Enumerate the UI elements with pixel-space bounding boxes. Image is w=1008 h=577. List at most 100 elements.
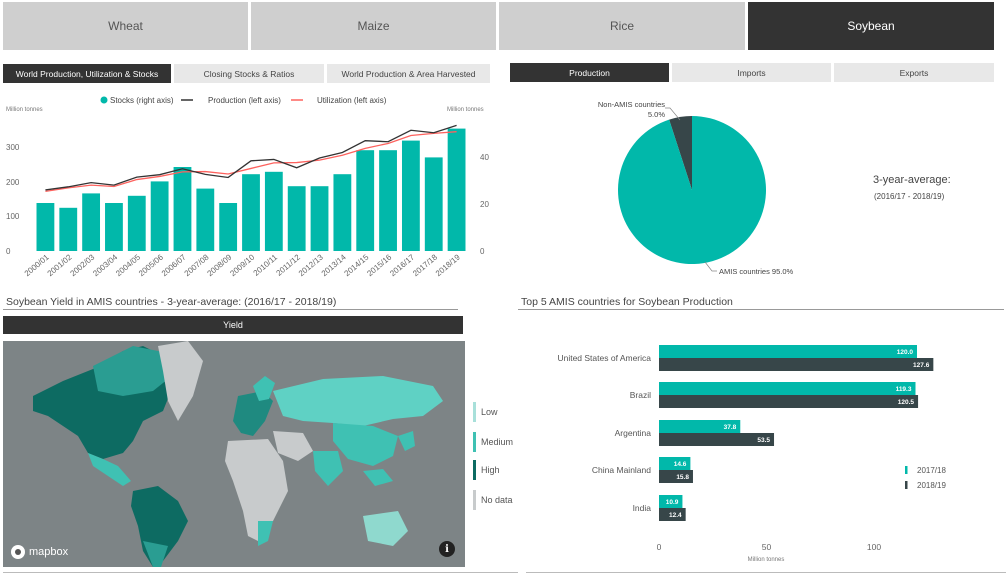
- stocks-bar-2012/13: [310, 186, 329, 251]
- combo-marks: 2000/012001/022002/032003/042004/052005/…: [23, 124, 466, 278]
- bar-value-2017-18-3: 14.6: [674, 461, 687, 468]
- left-tick-200: 200: [6, 178, 20, 187]
- tab-rice[interactable]: Rice: [499, 2, 745, 50]
- tab-imports[interactable]: Imports: [672, 63, 831, 82]
- info-icon[interactable]: i: [439, 541, 455, 557]
- bar-2018-19-4: [659, 508, 686, 521]
- pie-slice-amis-countries: [618, 116, 767, 264]
- bottom-rule-left: [3, 572, 518, 573]
- left-tick-300: 300: [6, 143, 20, 152]
- region-europe: [233, 391, 273, 436]
- map-legend-high: High: [473, 460, 500, 480]
- legend-stocks-marker: [100, 96, 108, 104]
- tab-world-production-area-harvested[interactable]: World Production & Area Harvested: [327, 64, 490, 83]
- top5-title-rule: [518, 309, 1004, 310]
- stocks-bar-2018/19: [447, 128, 466, 251]
- bar-value-2017-18-1: 119.3: [896, 386, 912, 393]
- top5-x-tick-100: 100: [867, 542, 881, 552]
- stocks-bar-2013/14: [333, 174, 352, 251]
- stocks-bar-2014/15: [356, 150, 375, 251]
- bar-2018-19-3: [659, 470, 693, 483]
- pie-leader-amis: [704, 261, 717, 272]
- bar-2018-19-0: [659, 358, 934, 371]
- yield-section-title: Soybean Yield in AMIS countries - 3-year…: [6, 296, 337, 308]
- top5-x-tick-0: 0: [657, 542, 662, 552]
- legend-swatch-medium: [473, 432, 476, 452]
- region-scandinavia: [253, 376, 275, 401]
- stocks-bar-2010/11: [264, 171, 283, 251]
- tab-exports[interactable]: Exports: [834, 63, 994, 82]
- stocks-bar-2004/05: [127, 195, 146, 251]
- region-argentina: [143, 541, 168, 567]
- stocks-bar-2015/16: [379, 150, 397, 251]
- x-tick-2018/19: 2018/19: [434, 252, 462, 278]
- legend-swatch-high: [473, 460, 476, 480]
- bar-value-2018-19-0: 127.6: [913, 362, 930, 369]
- pie-label-non-amis: Non-AMIS countries: [598, 100, 665, 109]
- pie-leader-non-amis: [665, 107, 681, 121]
- stocks-bar-2016/17: [401, 140, 420, 251]
- pie-side-subtitle: (2016/17 - 2018/19): [874, 192, 945, 201]
- legend-swatch-no-data: [473, 490, 476, 510]
- tab-production[interactable]: Production: [510, 63, 669, 82]
- region-japan-korea: [398, 431, 415, 451]
- bar-2017-18-3: [659, 457, 691, 470]
- region-russia: [273, 376, 443, 426]
- map-legend-no-data: No data: [473, 490, 513, 510]
- tab-soybean[interactable]: Soybean: [748, 2, 994, 50]
- top5-production-chart: United States of America 120.0 127.6 Brazil…: [557, 345, 946, 563]
- legend-2017-label: 2017/18: [917, 466, 946, 475]
- tab-closing-stocks-ratios[interactable]: Closing Stocks & Ratios: [174, 64, 324, 83]
- mapbox-text: mapbox: [29, 546, 69, 558]
- category-label-united-states-of-america: United States of America: [557, 353, 651, 363]
- left-axis-unit: Million tonnes: [6, 107, 43, 113]
- right-tick-0: 0: [480, 247, 485, 256]
- stocks-bar-2011/12: [287, 186, 306, 251]
- tab-world-production-utilization-stocks[interactable]: World Production, Utilization & Stocks: [3, 64, 171, 83]
- legend-2017-marker: [905, 466, 908, 474]
- utilization-line: [45, 131, 457, 192]
- legend-2018-marker: [905, 481, 908, 489]
- region-china: [333, 423, 398, 466]
- bar-value-2018-19-2: 53.5: [757, 437, 770, 444]
- region-middle-east: [273, 431, 313, 461]
- map-legend-medium: Medium: [473, 432, 513, 452]
- tab-wheat[interactable]: Wheat: [3, 2, 248, 50]
- stocks-bar-2000/01: [36, 203, 55, 251]
- stocks-bar-2009/10: [242, 174, 260, 251]
- legend-2018-label: 2018/19: [917, 481, 946, 490]
- yield-header[interactable]: Yield: [3, 316, 463, 334]
- stocks-bar-2002/03: [82, 193, 101, 251]
- bar-value-2017-18-2: 37.8: [724, 424, 737, 431]
- production-utilization-stocks-chart: Million tonnes Million tonnes Stocks (ri…: [6, 96, 489, 278]
- region-australia: [363, 511, 408, 546]
- mapbox-logo[interactable]: mapbox: [11, 545, 68, 559]
- stocks-bar-2003/04: [105, 203, 123, 251]
- bar-2017-18-0: [659, 345, 917, 358]
- legend-utilization-label: Utilization (left axis): [317, 96, 387, 105]
- bar-2018-19-2: [659, 433, 775, 446]
- region-southeast-asia: [363, 469, 393, 486]
- bar-value-2018-19-3: 15.8: [676, 474, 689, 481]
- bar-2017-18-2: [659, 420, 741, 433]
- region-india: [313, 451, 343, 486]
- x-tick-2010/11: 2010/11: [252, 252, 280, 277]
- pie-slice-non-amis-countries: [669, 116, 692, 190]
- yield-map[interactable]: mapbox i: [3, 341, 465, 567]
- category-label-brazil: Brazil: [630, 390, 651, 400]
- legend-stocks-label: Stocks (right axis): [110, 96, 174, 105]
- x-tick-2009/10: 2009/10: [228, 252, 256, 278]
- right-tick-40: 40: [480, 153, 489, 162]
- world-map-shapes: [33, 341, 443, 567]
- category-label-argentina: Argentina: [615, 428, 652, 438]
- stocks-bar-2007/08: [196, 188, 215, 251]
- stocks-bar-2006/07: [173, 167, 192, 251]
- legend-production-label: Production (left axis): [208, 96, 281, 105]
- bar-value-2017-18-0: 120.0: [897, 349, 914, 356]
- map-legend-low: Low: [473, 402, 498, 422]
- region-mexico: [88, 453, 131, 486]
- bar-value-2017-18-4: 10.9: [666, 499, 679, 506]
- stocks-bar-2008/09: [219, 203, 238, 251]
- tab-maize[interactable]: Maize: [251, 2, 496, 50]
